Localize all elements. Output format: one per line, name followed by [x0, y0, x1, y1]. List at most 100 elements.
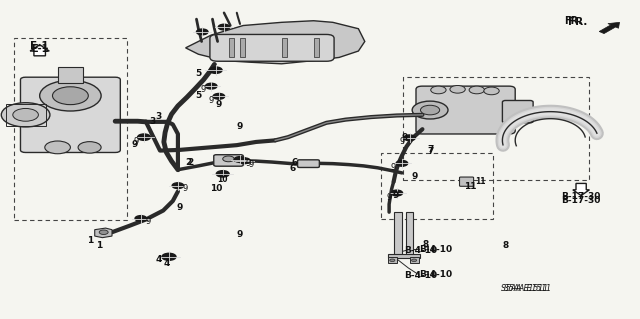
Circle shape	[239, 158, 250, 164]
Text: 1: 1	[96, 241, 102, 250]
Text: E-1: E-1	[30, 41, 49, 51]
FancyBboxPatch shape	[298, 160, 319, 167]
Bar	[388, 254, 420, 258]
Circle shape	[404, 135, 415, 141]
Text: S5AA E1511: S5AA E1511	[504, 284, 552, 293]
Text: 7: 7	[428, 147, 434, 156]
FancyBboxPatch shape	[416, 86, 515, 134]
Text: 7: 7	[427, 145, 433, 154]
Circle shape	[52, 87, 88, 105]
Bar	[282, 38, 287, 57]
Text: 9: 9	[392, 191, 399, 200]
Text: 9: 9	[133, 137, 138, 146]
Text: B-4-10: B-4-10	[419, 271, 452, 279]
Circle shape	[196, 29, 208, 35]
Circle shape	[45, 141, 70, 154]
Circle shape	[205, 83, 217, 89]
Text: B-4-10: B-4-10	[419, 245, 452, 254]
Text: 2: 2	[188, 158, 194, 167]
Circle shape	[469, 86, 484, 94]
Text: FR.: FR.	[564, 16, 582, 26]
Text: 9: 9	[131, 140, 138, 149]
FancyArrow shape	[30, 45, 49, 56]
Text: 8: 8	[502, 241, 509, 250]
Circle shape	[396, 160, 408, 166]
Text: 6: 6	[289, 164, 296, 173]
Text: 9: 9	[176, 204, 182, 212]
Text: 6: 6	[291, 158, 298, 167]
Circle shape	[135, 216, 147, 221]
Text: 4: 4	[163, 259, 170, 268]
Text: E-1: E-1	[31, 44, 49, 55]
Text: 9: 9	[216, 100, 222, 109]
Bar	[406, 212, 413, 257]
Circle shape	[99, 230, 108, 234]
Bar	[240, 38, 245, 57]
Circle shape	[162, 253, 176, 260]
Circle shape	[412, 259, 417, 262]
Bar	[14, 38, 127, 220]
Text: 2: 2	[186, 158, 192, 167]
Bar	[6, 104, 46, 126]
Text: 9: 9	[401, 133, 408, 142]
Text: 9: 9	[146, 217, 151, 226]
Polygon shape	[186, 21, 365, 64]
Circle shape	[216, 171, 229, 177]
Circle shape	[40, 80, 101, 111]
Text: 11: 11	[475, 177, 485, 186]
Text: 9: 9	[183, 184, 188, 193]
Circle shape	[172, 183, 184, 189]
Text: 9: 9	[209, 96, 214, 105]
Text: 4: 4	[156, 256, 162, 264]
Bar	[314, 38, 319, 57]
Text: 3: 3	[156, 112, 162, 121]
Bar	[229, 38, 234, 57]
Bar	[410, 257, 419, 263]
Text: B-4-10: B-4-10	[404, 246, 438, 255]
Text: 9: 9	[249, 160, 254, 169]
Circle shape	[78, 142, 101, 153]
Circle shape	[234, 157, 246, 162]
Circle shape	[218, 24, 230, 30]
FancyBboxPatch shape	[20, 77, 120, 152]
FancyArrow shape	[573, 183, 589, 196]
Text: 1: 1	[86, 236, 93, 245]
Text: 9: 9	[237, 122, 243, 131]
Bar	[388, 257, 397, 263]
Circle shape	[431, 86, 446, 94]
Text: 9: 9	[391, 163, 396, 172]
Circle shape	[13, 108, 38, 121]
Bar	[403, 77, 589, 180]
Text: 9: 9	[201, 85, 206, 94]
Circle shape	[390, 259, 395, 262]
Text: 5: 5	[195, 91, 202, 100]
Text: FR.: FR.	[568, 17, 588, 27]
Polygon shape	[95, 228, 112, 238]
Circle shape	[484, 87, 499, 95]
Text: 9: 9	[399, 137, 404, 146]
Text: 9: 9	[387, 193, 392, 202]
Circle shape	[223, 156, 234, 162]
Circle shape	[213, 93, 225, 99]
Text: 9: 9	[412, 172, 418, 181]
FancyBboxPatch shape	[214, 155, 243, 166]
FancyBboxPatch shape	[460, 177, 474, 186]
Bar	[394, 212, 402, 257]
Text: B-17-30: B-17-30	[561, 197, 601, 205]
FancyBboxPatch shape	[210, 34, 334, 61]
Circle shape	[391, 190, 403, 196]
FancyArrow shape	[599, 22, 620, 33]
Text: 5: 5	[195, 69, 202, 78]
Text: 10: 10	[210, 184, 223, 193]
Circle shape	[1, 103, 50, 127]
Text: 11: 11	[464, 182, 477, 191]
Bar	[381, 153, 493, 219]
Text: 9: 9	[237, 230, 243, 239]
Circle shape	[450, 85, 465, 93]
Text: B-4-10: B-4-10	[404, 271, 438, 280]
Circle shape	[138, 134, 150, 140]
Text: 10: 10	[218, 175, 228, 184]
Circle shape	[209, 67, 222, 73]
Text: 3: 3	[149, 117, 156, 126]
Bar	[58, 67, 83, 83]
